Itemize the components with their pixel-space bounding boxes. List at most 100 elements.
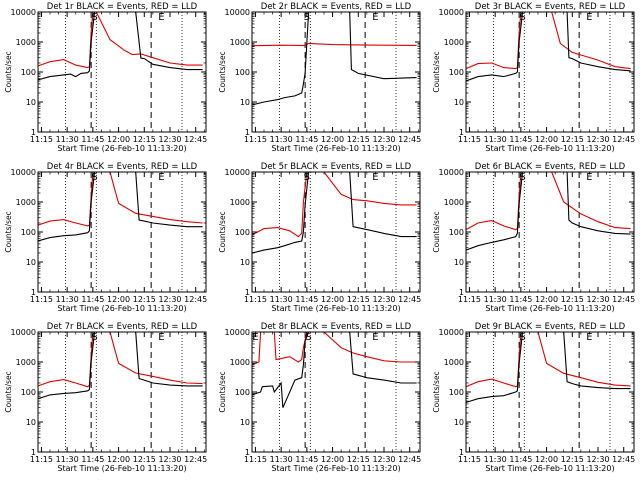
x-tick-label: 12:30	[158, 135, 181, 144]
y-axis-label: Counts/sec	[432, 371, 441, 412]
x-tick-label: 12:45	[184, 135, 207, 144]
y-axis-label: Counts/sec	[432, 51, 441, 92]
marker-label-e: E	[252, 332, 258, 343]
events-series-line	[38, 12, 203, 81]
lld-series-line	[38, 12, 203, 69]
y-tick-label: 10	[454, 98, 464, 107]
y-tick-label: 1000	[16, 358, 36, 367]
y-tick-label: 10000	[225, 328, 250, 337]
y-tick-label: 1	[459, 128, 464, 137]
panel-title: Det 6r BLACK = Events, RED = LLD	[475, 162, 626, 172]
y-tick-label: 1	[245, 128, 250, 137]
x-tick-label: 11:15	[30, 295, 53, 304]
y-tick-label: 10000	[439, 168, 464, 177]
lld-series-line	[38, 332, 203, 388]
marker-label-e: E	[158, 332, 164, 343]
x-tick-label: 11:15	[458, 455, 481, 464]
x-tick-label: 12:45	[184, 295, 207, 304]
marker-label-s: S	[91, 172, 97, 183]
y-tick-label: 1000	[444, 198, 464, 207]
x-axis-label: Start Time (26-Feb-10 11:13:20)	[271, 144, 400, 153]
marker-label-s: S	[519, 172, 525, 183]
lld-series-line	[252, 42, 417, 47]
x-tick-label: 11:30	[484, 455, 507, 464]
x-tick-label: 11:30	[270, 135, 293, 144]
x-tick-label: 12:15	[347, 295, 370, 304]
events-series-line	[38, 172, 203, 242]
x-tick-label: 12:45	[398, 295, 421, 304]
marker-label-e: E	[372, 172, 378, 183]
x-tick-label: 12:30	[158, 455, 181, 464]
marker-label-e: E	[158, 172, 164, 183]
marker-label-s: S	[305, 332, 311, 343]
panel-title: Det 9r BLACK = Events, RED = LLD	[475, 322, 626, 332]
y-tick-label: 10	[240, 98, 250, 107]
x-tick-label: 12:30	[372, 135, 395, 144]
lld-series-line	[466, 12, 631, 70]
x-axis-label: Start Time (26-Feb-10 11:13:20)	[485, 464, 614, 473]
events-series-line	[252, 172, 417, 254]
panel-title: Det 3r BLACK = Events, RED = LLD	[475, 2, 626, 12]
y-tick-label: 100	[235, 68, 250, 77]
y-tick-label: 100	[449, 388, 464, 397]
x-axis-label: Start Time (26-Feb-10 11:13:20)	[271, 464, 400, 473]
y-axis-label: Counts/sec	[432, 211, 441, 252]
x-tick-label: 12:00	[107, 455, 130, 464]
x-tick-label: 11:45	[81, 135, 104, 144]
x-tick-label: 12:15	[133, 295, 156, 304]
x-tick-label: 12:15	[133, 135, 156, 144]
y-tick-label: 100	[21, 228, 36, 237]
x-tick-label: 12:00	[535, 295, 558, 304]
y-tick-label: 1	[245, 448, 250, 457]
events-series-line	[252, 12, 417, 106]
x-tick-label: 11:45	[295, 135, 318, 144]
x-tick-label: 11:30	[56, 295, 79, 304]
events-series-line	[466, 332, 631, 403]
marker-label-s: S	[91, 12, 97, 23]
y-tick-label: 1000	[444, 38, 464, 47]
y-tick-label: 1	[31, 288, 36, 297]
marker-label-e: E	[372, 12, 378, 23]
panel-title: Det 2r BLACK = Events, RED = LLD	[261, 2, 412, 12]
x-tick-label: 12:45	[398, 135, 421, 144]
x-tick-label: 12:15	[347, 455, 370, 464]
x-tick-label: 12:30	[158, 295, 181, 304]
y-tick-label: 10	[26, 258, 36, 267]
x-tick-label: 11:45	[81, 455, 104, 464]
x-tick-label: 12:15	[347, 135, 370, 144]
lld-series-line	[252, 172, 417, 238]
y-tick-label: 10	[454, 418, 464, 427]
x-axis-label: Start Time (26-Feb-10 11:13:20)	[485, 304, 614, 313]
y-tick-label: 100	[449, 68, 464, 77]
events-series-line	[252, 332, 417, 408]
y-tick-label: 1000	[16, 38, 36, 47]
lld-series-line	[252, 332, 417, 366]
y-tick-label: 10000	[11, 328, 36, 337]
x-tick-label: 12:30	[372, 295, 395, 304]
plot-frame	[465, 11, 635, 133]
y-tick-label: 1000	[16, 198, 36, 207]
y-axis-label: Counts/sec	[4, 211, 13, 252]
x-tick-label: 12:00	[107, 295, 130, 304]
x-tick-label: 12:00	[535, 135, 558, 144]
x-tick-label: 11:45	[509, 295, 532, 304]
y-axis-label: Counts/sec	[218, 211, 227, 252]
panel-title: Det 4r BLACK = Events, RED = LLD	[47, 162, 198, 172]
marker-label-e: E	[586, 332, 592, 343]
y-tick-label: 1	[245, 288, 250, 297]
marker-label-s: S	[304, 12, 310, 23]
events-series-line	[466, 172, 631, 251]
x-tick-label: 11:15	[244, 135, 267, 144]
x-tick-label: 12:00	[321, 455, 344, 464]
plot-frame	[37, 171, 207, 293]
x-tick-label: 12:15	[561, 455, 584, 464]
x-tick-label: 12:15	[133, 455, 156, 464]
x-tick-label: 11:45	[509, 135, 532, 144]
y-tick-label: 10000	[11, 8, 36, 17]
x-tick-label: 11:45	[295, 295, 318, 304]
